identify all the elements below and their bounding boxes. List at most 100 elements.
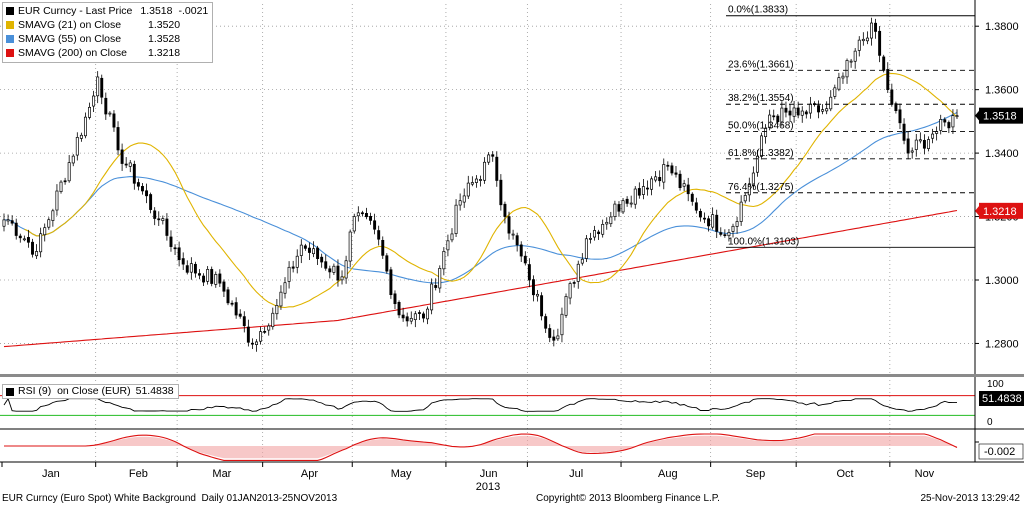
candle-down	[234, 302, 238, 316]
candle-down	[723, 234, 727, 237]
fibonacci-levels: 0.0%(1.3833) 23.6%(1.3661) 38.2%(1.3554) 50…	[726, 5, 975, 248]
candle-down	[788, 110, 792, 116]
candle-down	[686, 184, 690, 195]
candle-up	[83, 116, 87, 137]
rsi-legend-value: 51.4838	[135, 385, 174, 397]
candle-down	[316, 247, 320, 260]
candle-up	[760, 135, 763, 157]
candle-up	[259, 331, 263, 342]
candle-up	[731, 225, 735, 232]
rsi-tick-label: 0	[987, 417, 993, 428]
price-candles	[2, 17, 959, 352]
candle-down	[617, 204, 621, 212]
legend-swatch	[6, 49, 14, 57]
legend-item-price: EUR Curncy - Last Price 1.3518 -.0021	[6, 4, 208, 18]
rsi-tick-label: 100	[987, 379, 1004, 390]
rsi-line	[3, 397, 957, 412]
grid-lines	[0, 4, 975, 462]
price-tick-label: 1.3400	[985, 148, 1019, 160]
candle-down	[222, 281, 226, 292]
legend-label: SMAVG (55) on Close	[18, 33, 122, 45]
sma-21-line	[24, 72, 958, 309]
candle-up	[438, 267, 442, 289]
legend-label: SMAVG (200) on Close	[18, 47, 127, 59]
candle-down	[417, 312, 421, 314]
month-tick-label: Aug	[658, 468, 678, 480]
candle-up	[910, 150, 914, 153]
candle-up	[450, 233, 454, 241]
candle-down	[523, 255, 527, 264]
candle-up	[568, 283, 572, 299]
candle-up	[2, 219, 6, 227]
legend-change: -.0021	[178, 5, 209, 17]
candle-down	[181, 258, 185, 265]
candle-up	[609, 216, 613, 225]
candle-up	[409, 317, 413, 322]
candle-down	[531, 279, 535, 296]
candle-up	[613, 203, 617, 217]
candle-down	[646, 187, 649, 190]
candle-up	[845, 60, 849, 78]
candle-down	[230, 302, 234, 305]
sma-21-line	[24, 72, 958, 309]
sma-200-line	[3, 209, 958, 348]
candle-down	[784, 107, 788, 113]
candle-down	[246, 326, 250, 343]
month-tick-label: Apr	[301, 468, 318, 480]
sma-55-line	[3, 112, 958, 284]
candle-down	[145, 190, 149, 197]
candle-up	[564, 296, 568, 316]
axes: 1.38001.36001.34001.32001.30001.28001.35…	[0, 0, 1024, 493]
candle-down	[707, 218, 711, 227]
candle-up	[829, 96, 833, 110]
legend-swatch	[6, 387, 14, 396]
oscillator-badge-text: -0.002	[984, 446, 1015, 458]
oscillator-fill	[4, 435, 957, 459]
candle-up	[430, 283, 434, 311]
year-label: 2013	[476, 481, 500, 493]
candle-down	[14, 222, 18, 236]
candle-down	[434, 285, 438, 288]
candle-up	[474, 178, 478, 183]
candle-down	[515, 235, 519, 246]
candle-up	[206, 269, 210, 282]
candle-up	[287, 266, 291, 282]
candle-up	[79, 134, 83, 139]
candle-down	[242, 316, 246, 327]
candle-up	[662, 164, 666, 183]
legend-value: 1.3528	[148, 33, 181, 45]
rsi-value-badge-text: 51.4838	[982, 393, 1022, 405]
sma200-badge-pointer	[975, 204, 980, 217]
candle-down	[405, 316, 409, 322]
candle-down	[250, 342, 254, 345]
price-tick-label: 1.3000	[985, 275, 1019, 287]
candle-up	[39, 233, 43, 253]
candle-down	[26, 237, 30, 243]
candle-down	[670, 165, 674, 174]
candle-up	[914, 139, 918, 150]
candle-down	[198, 273, 201, 276]
candle-down	[173, 247, 177, 250]
candle-up	[825, 108, 829, 112]
candle-up	[344, 260, 348, 279]
candle-up	[189, 263, 193, 273]
candle-down	[548, 328, 552, 338]
candle-up	[857, 39, 861, 51]
candle-up	[629, 202, 633, 205]
candle-up	[650, 178, 654, 190]
candle-down	[63, 180, 67, 183]
rsi-value-badge-box	[979, 391, 1024, 406]
candle-up	[588, 238, 592, 240]
candle-down	[519, 244, 523, 257]
candle-up	[605, 221, 609, 225]
legend-value: 1.3520	[148, 19, 181, 31]
candle-down	[307, 247, 311, 253]
candle-down	[874, 22, 878, 32]
candle-up	[352, 216, 356, 232]
candle-up	[470, 182, 474, 185]
last-price-badge-box	[979, 107, 1023, 124]
legend-swatch	[6, 35, 14, 43]
candle-up	[458, 200, 462, 206]
candle-up	[255, 341, 258, 345]
